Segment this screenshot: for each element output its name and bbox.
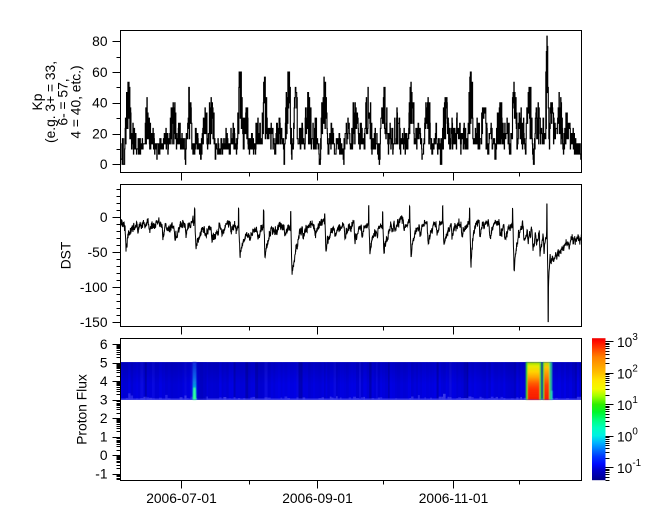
svg-text:0: 0 [100, 210, 108, 225]
svg-text:0: 0 [100, 157, 108, 172]
svg-text:-100: -100 [80, 280, 108, 295]
svg-text:80: 80 [92, 34, 108, 49]
svg-text:20: 20 [92, 126, 108, 141]
svg-text:1: 1 [100, 429, 108, 444]
svg-text:0: 0 [100, 448, 108, 463]
svg-text:4 = 40, etc.): 4 = 40, etc.) [68, 65, 83, 138]
svg-text:40: 40 [92, 96, 108, 111]
svg-text:6: 6 [100, 337, 108, 352]
svg-text:2006-11-01: 2006-11-01 [419, 491, 489, 506]
svg-text:-50: -50 [88, 245, 108, 260]
svg-text:-1: -1 [95, 466, 107, 481]
svg-text:2006-07-01: 2006-07-01 [146, 491, 217, 506]
svg-text:2006-09-01: 2006-09-01 [282, 491, 353, 506]
svg-text:DST: DST [59, 241, 74, 269]
svg-text:5: 5 [100, 356, 108, 371]
svg-text:-150: -150 [80, 315, 108, 330]
svg-text:2: 2 [100, 411, 108, 426]
svg-text:60: 60 [92, 65, 108, 80]
svg-text:3: 3 [100, 393, 108, 408]
svg-text:4: 4 [100, 374, 108, 389]
svg-text:Proton Flux: Proton Flux [75, 374, 90, 445]
